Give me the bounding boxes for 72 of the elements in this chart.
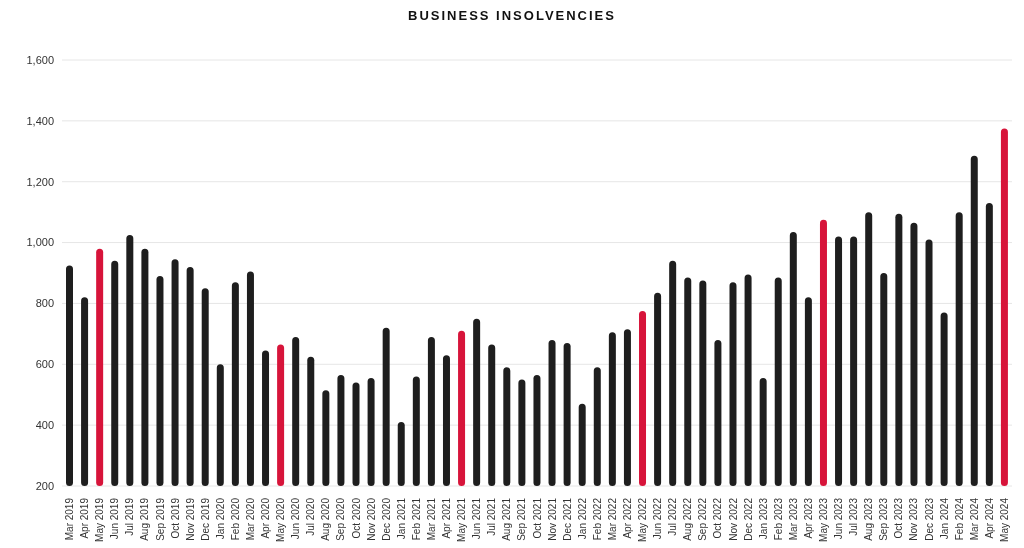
- x-tick-label: Aug 2019: [139, 497, 151, 541]
- x-tick-label: May 2023: [818, 497, 830, 542]
- x-tick-label: Apr 2023: [802, 497, 814, 539]
- x-tick-label: Jan 2024: [938, 497, 950, 540]
- x-tick-label: Dec 2019: [199, 497, 211, 541]
- x-tick-label: Apr 2022: [621, 497, 633, 539]
- x-tick-label: Aug 2020: [320, 497, 332, 541]
- x-tick-label: Mar 2024: [968, 497, 980, 541]
- x-tick-label: Jan 2022: [576, 497, 588, 540]
- x-tick-label: Jun 2021: [471, 497, 483, 540]
- x-tick-label: Jan 2023: [757, 497, 769, 540]
- x-tick-label: Feb 2021: [410, 497, 422, 541]
- chart-title: BUSINESS INSOLVENCIES: [407, 8, 617, 25]
- x-tick-label: Feb 2022: [591, 497, 603, 541]
- y-tick-label: 400: [35, 419, 54, 432]
- x-tick-label: Sep 2023: [878, 497, 890, 541]
- x-tick-label: Dec 2022: [742, 497, 754, 541]
- x-tick-label: May 2021: [456, 497, 468, 542]
- x-tick-label: May 2022: [637, 497, 649, 542]
- y-tick-label: 1,400: [26, 114, 54, 127]
- y-tick-label: 800: [35, 297, 54, 310]
- y-tick-label: 1,200: [26, 175, 54, 188]
- x-tick-label: Jul 2019: [124, 497, 136, 536]
- x-tick-label: Oct 2019: [169, 497, 181, 539]
- x-tick-label: Jun 2020: [290, 497, 302, 540]
- x-tick-label: Nov 2022: [727, 497, 739, 541]
- x-tick-label: Feb 2023: [772, 497, 784, 541]
- x-tick-label: Sep 2019: [154, 497, 166, 541]
- x-tick-label: Feb 2024: [953, 497, 965, 541]
- x-tick-label: Sep 2022: [697, 497, 709, 541]
- x-tick-label: Apr 2019: [79, 497, 91, 539]
- y-tick-label: 1,600: [26, 53, 54, 66]
- x-tick-label: Jul 2022: [667, 497, 679, 536]
- x-tick-label: Mar 2020: [244, 497, 256, 541]
- x-tick-label: Jul 2023: [848, 497, 860, 536]
- x-tick-label: Jan 2021: [395, 497, 407, 540]
- x-tick-label: Apr 2021: [441, 497, 453, 539]
- x-tick-label: Nov 2023: [908, 497, 920, 541]
- x-tick-label: Aug 2022: [682, 497, 694, 541]
- x-tick-label: Nov 2021: [546, 497, 558, 541]
- x-tick-label: Dec 2023: [923, 497, 935, 541]
- x-tick-label: Nov 2019: [184, 497, 196, 541]
- x-tick-label: Aug 2021: [501, 497, 513, 541]
- y-tick-label: 200: [35, 479, 54, 492]
- x-tick-label: Mar 2019: [64, 497, 76, 541]
- x-tick-label: Jun 2019: [109, 497, 121, 540]
- x-tick-label: Jul 2021: [486, 497, 498, 536]
- y-tick-label: 600: [35, 358, 54, 371]
- x-tick-label: Jul 2020: [305, 497, 317, 536]
- y-tick-label: 1,000: [26, 236, 54, 249]
- x-tick-label: Jan 2020: [214, 497, 226, 540]
- x-tick-label: Mar 2023: [787, 497, 799, 541]
- x-tick-label: Jun 2023: [833, 497, 845, 540]
- x-tick-label: Apr 2020: [260, 497, 272, 539]
- x-tick-label: Jun 2022: [652, 497, 664, 540]
- x-tick-label: May 2020: [275, 497, 287, 542]
- x-tick-label: May 2024: [998, 497, 1010, 542]
- x-tick-label: Aug 2023: [863, 497, 875, 541]
- x-tick-label: Oct 2022: [712, 497, 724, 539]
- x-tick-label: Sep 2021: [516, 497, 528, 541]
- x-tick-label: Nov 2020: [365, 497, 377, 541]
- x-tick-label: Mar 2022: [606, 497, 618, 541]
- x-tick-label: Mar 2021: [425, 497, 437, 541]
- x-tick-label: Dec 2020: [380, 497, 392, 541]
- x-tick-label: Oct 2023: [893, 497, 905, 539]
- x-tick-label: Oct 2020: [350, 497, 362, 539]
- x-tick-label: Sep 2020: [335, 497, 347, 541]
- x-tick-label: Apr 2024: [983, 497, 995, 539]
- x-tick-label: Dec 2021: [561, 497, 573, 541]
- x-tick-label: May 2019: [94, 497, 106, 542]
- x-tick-label: Feb 2020: [229, 497, 241, 541]
- x-tick-label: Oct 2021: [531, 497, 543, 539]
